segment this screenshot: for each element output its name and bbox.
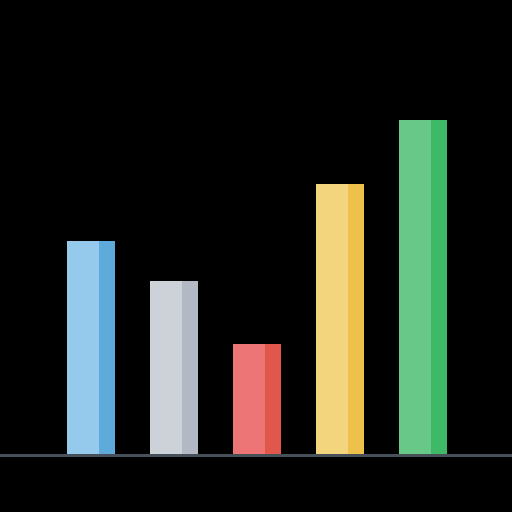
- bar-4-dark: [348, 184, 364, 454]
- bar-chart: { "chart": { "type": "bar", "canvas": { …: [0, 0, 512, 512]
- bar-2-dark: [182, 281, 198, 454]
- bar-4: [316, 184, 364, 454]
- bar-5-dark: [431, 120, 447, 454]
- chart-baseline: [0, 454, 512, 457]
- bar-2-light: [150, 281, 182, 454]
- bar-1-light: [67, 241, 99, 454]
- bar-4-light: [316, 184, 348, 454]
- bar-2: [150, 281, 198, 454]
- bar-3-dark: [265, 344, 281, 454]
- bar-5: [399, 120, 447, 454]
- bar-3: [233, 344, 281, 454]
- bar-1: [67, 241, 115, 454]
- bar-3-light: [233, 344, 265, 454]
- bar-5-light: [399, 120, 431, 454]
- bar-1-dark: [99, 241, 115, 454]
